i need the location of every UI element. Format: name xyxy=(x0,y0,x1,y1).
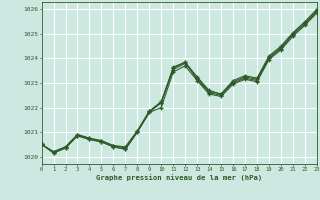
X-axis label: Graphe pression niveau de la mer (hPa): Graphe pression niveau de la mer (hPa) xyxy=(96,174,262,181)
